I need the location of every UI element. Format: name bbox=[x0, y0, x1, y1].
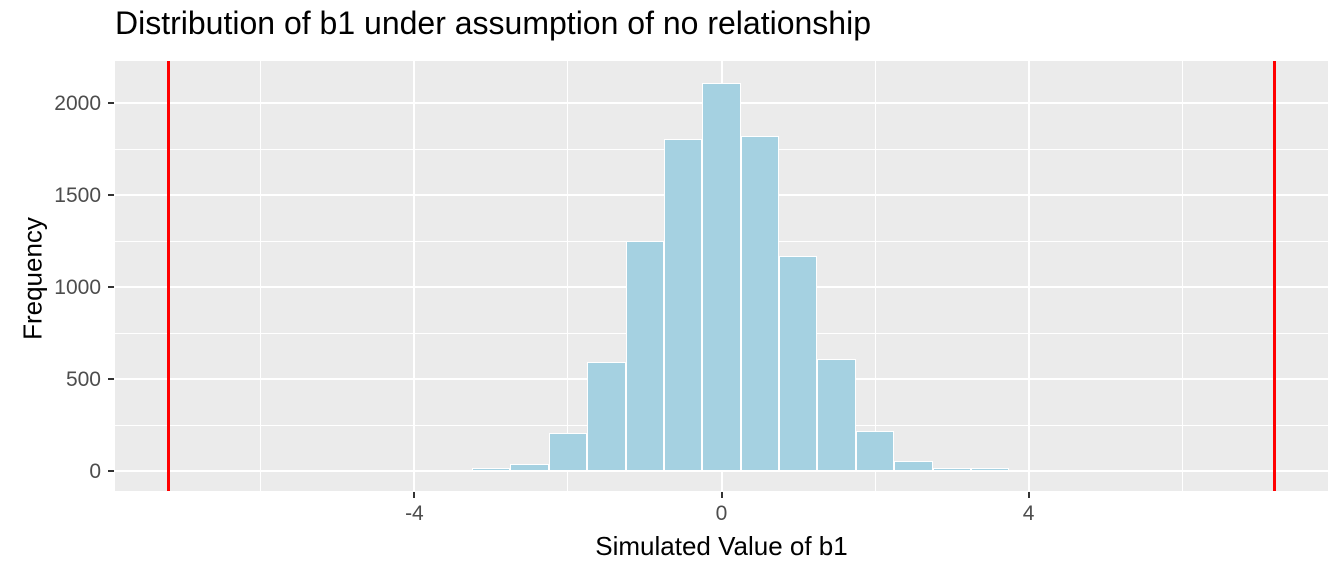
histogram-bar bbox=[663, 139, 703, 471]
histogram-bar bbox=[779, 255, 818, 471]
x-minor-gridline bbox=[1181, 61, 1183, 491]
histogram-bar bbox=[894, 460, 933, 471]
y-tick-label: 0 bbox=[89, 459, 101, 483]
histogram-bar bbox=[702, 83, 741, 471]
histogram-bar bbox=[548, 433, 588, 471]
y-tick-mark bbox=[108, 378, 114, 381]
histogram-bar bbox=[971, 467, 1010, 471]
histogram-bar bbox=[587, 361, 626, 471]
histogram-bar bbox=[932, 467, 971, 471]
histogram-bar bbox=[855, 430, 895, 471]
reference-vline bbox=[167, 61, 171, 491]
reference-vline bbox=[1272, 61, 1276, 491]
histogram-bar bbox=[471, 467, 511, 471]
y-axis-title: Frequency bbox=[17, 217, 48, 340]
x-minor-gridline bbox=[260, 61, 262, 491]
x-major-gridline bbox=[1027, 61, 1030, 491]
histogram-bar bbox=[625, 241, 664, 471]
x-tick-mark bbox=[720, 492, 723, 498]
x-minor-gridline bbox=[567, 61, 569, 491]
histogram-bar bbox=[740, 135, 780, 471]
plot-panel bbox=[115, 61, 1328, 491]
y-tick-label: 1500 bbox=[54, 184, 101, 208]
x-tick-label: 4 bbox=[1022, 502, 1035, 525]
histogram-bar bbox=[510, 463, 549, 471]
y-tick-label: 1000 bbox=[54, 276, 101, 300]
histogram-bar bbox=[817, 358, 856, 471]
y-tick-label: 2000 bbox=[54, 92, 101, 116]
y-tick-mark bbox=[108, 194, 114, 197]
x-major-gridline bbox=[413, 61, 416, 491]
x-tick-mark bbox=[413, 492, 416, 498]
y-tick-mark bbox=[108, 286, 114, 289]
x-axis-title: Simulated Value of b1 bbox=[595, 531, 848, 561]
y-tick-mark bbox=[108, 469, 114, 472]
x-minor-gridline bbox=[874, 61, 876, 491]
x-tick-label: -4 bbox=[405, 502, 424, 525]
x-tick-label: 0 bbox=[715, 502, 728, 525]
chart-title: Distribution of b1 under assumption of n… bbox=[115, 5, 871, 41]
y-tick-mark bbox=[108, 102, 114, 105]
x-tick-mark bbox=[1027, 492, 1030, 498]
y-tick-label: 500 bbox=[65, 368, 101, 392]
